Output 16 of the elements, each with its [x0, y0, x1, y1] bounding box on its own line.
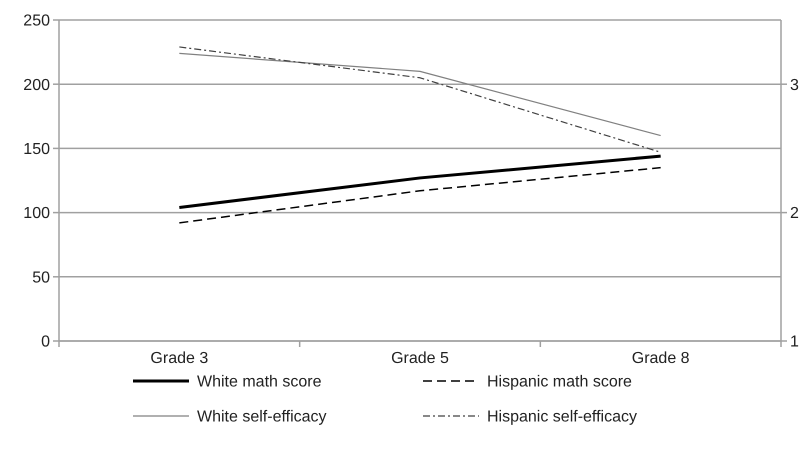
- legend-label: Hispanic self-efficacy: [487, 408, 637, 426]
- x-tick-label: Grade 5: [391, 350, 450, 367]
- y2-tick-label: 3: [790, 76, 799, 94]
- y-tick-label: 250: [23, 12, 50, 30]
- y-tick-label: 150: [23, 141, 50, 158]
- y-tick-label: 50: [32, 269, 50, 286]
- y-tick-label: 0: [41, 334, 50, 351]
- legend-label: Hispanic math score: [487, 374, 632, 391]
- legend-label: White self-efficacy: [197, 408, 327, 426]
- legend-label: White math score: [197, 374, 322, 391]
- y2-tick-label: 2: [790, 205, 799, 222]
- y2-tick-label: 1: [790, 334, 799, 351]
- y-tick-label: 100: [23, 205, 50, 222]
- x-tick-label: Grade 8: [632, 350, 690, 367]
- y-tick-label: 200: [23, 76, 50, 94]
- x-tick-label: Grade 3: [150, 350, 208, 367]
